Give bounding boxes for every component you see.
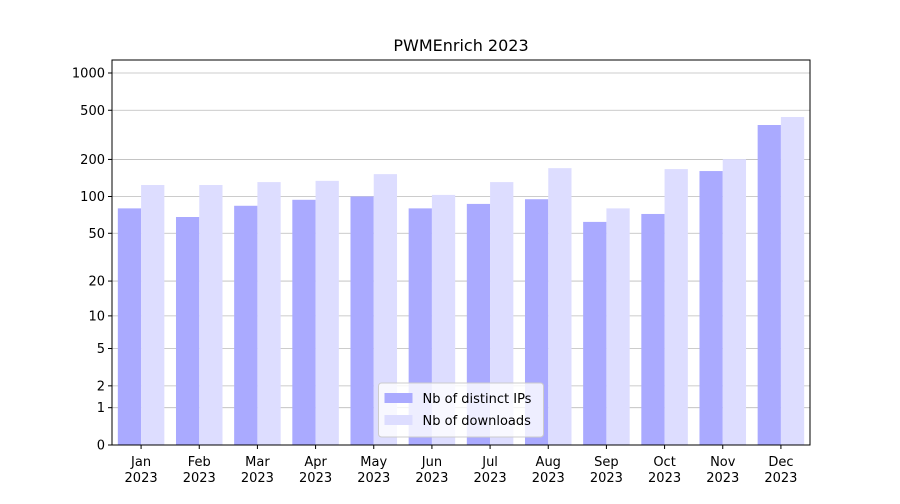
- legend-label: Nb of distinct IPs: [423, 392, 532, 407]
- legend-label: Nb of downloads: [423, 414, 532, 429]
- y-tick-label: 20: [88, 275, 105, 290]
- x-tick-label: Nov: [710, 455, 736, 470]
- x-tick-label: Mar: [245, 455, 270, 470]
- x-tick-label: Feb: [188, 455, 211, 470]
- x-tick-label: 2023: [532, 471, 565, 486]
- x-tick-label: 2023: [474, 471, 507, 486]
- bar: [431, 194, 456, 445]
- x-tick-label: 2023: [415, 471, 448, 486]
- bar: [664, 169, 688, 445]
- y-tick-label: 2: [97, 379, 105, 394]
- y-tick-label: 1000: [72, 66, 105, 81]
- y-tick-label: 50: [88, 227, 105, 242]
- bar: [350, 196, 374, 445]
- x-tick-label: Sep: [594, 455, 619, 470]
- x-tick-label: 2023: [590, 471, 623, 486]
- bar: [490, 182, 514, 445]
- legend-box: [378, 382, 544, 438]
- bar: [257, 182, 281, 445]
- chart-title: PWMEnrich 2023: [393, 36, 528, 55]
- x-tick-label: Jul: [481, 455, 498, 470]
- y-tick-label: 5: [97, 342, 105, 357]
- bar: [548, 168, 572, 445]
- bar: [141, 185, 165, 445]
- x-tick-label: Jun: [421, 455, 442, 470]
- x-tick-label: 2023: [299, 471, 332, 486]
- legend: Nb of distinct IPs Nb of downloads: [378, 382, 544, 438]
- y-tick-label: 500: [80, 104, 105, 119]
- x-tick-label: 2023: [764, 471, 797, 486]
- bar: [583, 221, 607, 445]
- y-tick-label: 10: [88, 309, 105, 324]
- x-tick-label: Oct: [653, 455, 675, 470]
- x-tick-label: 2023: [125, 471, 158, 486]
- bar: [292, 199, 316, 445]
- y-tick-label: 200: [80, 153, 105, 168]
- x-tick-label: Apr: [304, 455, 327, 470]
- x-tick-label: 2023: [241, 471, 274, 486]
- x-tick-label: 2023: [706, 471, 739, 486]
- x-tick-label: May: [360, 455, 387, 470]
- bar: [117, 208, 142, 445]
- bar: [373, 174, 398, 445]
- bar: [757, 124, 781, 445]
- legend-swatch: [384, 393, 413, 403]
- x-tick-label: Aug: [536, 455, 561, 470]
- y-tick-label: 0: [97, 439, 105, 454]
- y-tick-label: 1: [97, 401, 105, 416]
- x-tick-label: 2023: [648, 471, 681, 486]
- bar: [641, 213, 665, 445]
- x-tick-label: 2023: [357, 471, 390, 486]
- bar: [722, 159, 747, 445]
- bar: [699, 171, 723, 445]
- x-tick-label: 2023: [183, 471, 216, 486]
- y-tick-label: 100: [80, 190, 105, 205]
- legend-swatch: [384, 415, 413, 425]
- x-tick-label: Dec: [768, 455, 793, 470]
- bar: [199, 185, 223, 445]
- plot-frame: [111, 59, 811, 446]
- x-tick-label: Jan: [130, 455, 151, 470]
- bar: [315, 180, 339, 445]
- bar: [175, 217, 200, 445]
- bar: [234, 205, 258, 445]
- bar: [606, 208, 630, 445]
- bar: [780, 117, 805, 446]
